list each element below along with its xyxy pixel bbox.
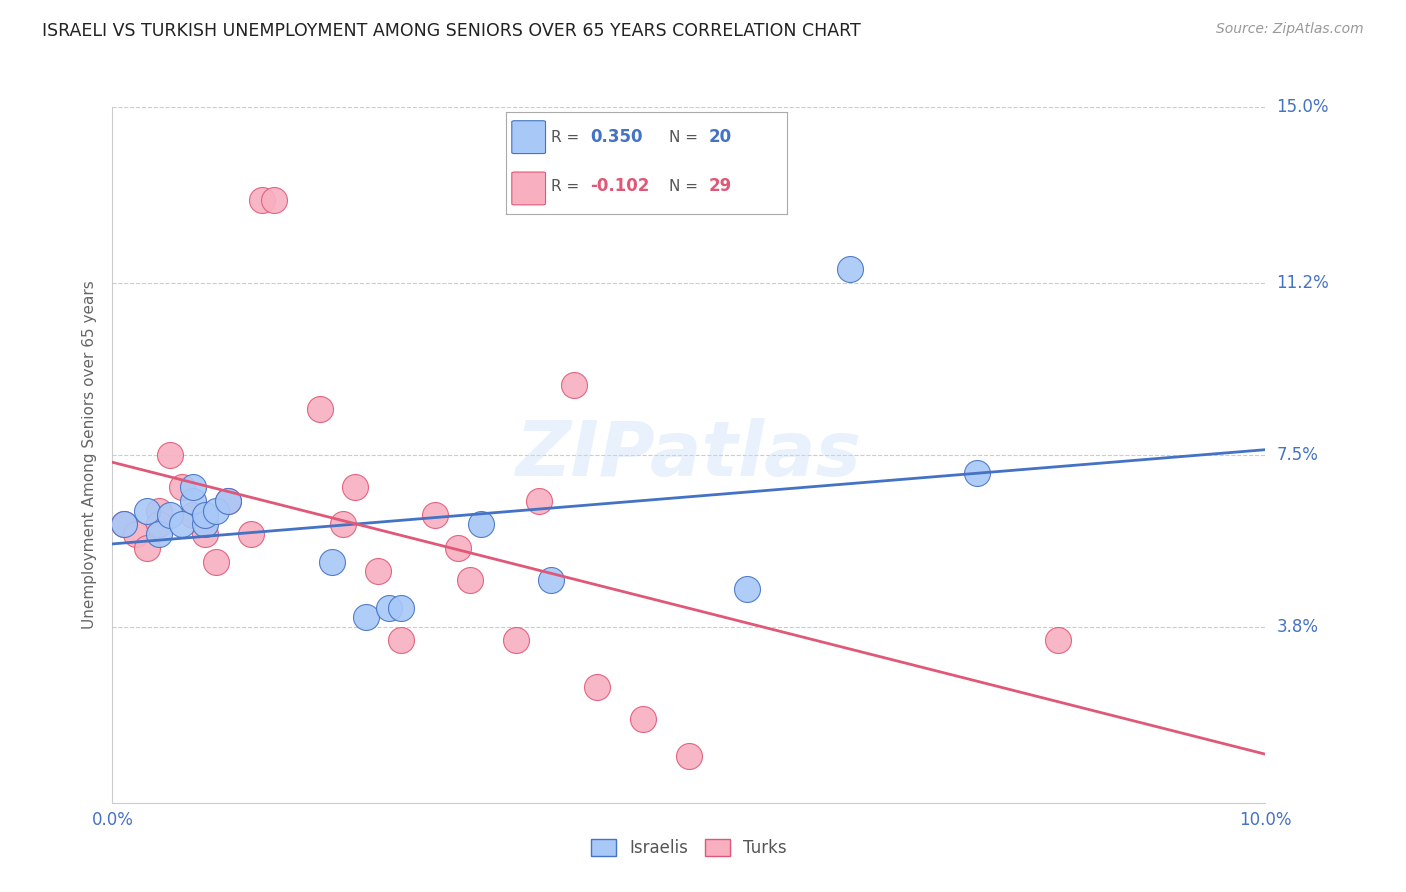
Point bbox=[378, 601, 401, 615]
Point bbox=[252, 193, 274, 207]
Point bbox=[205, 555, 228, 569]
Point bbox=[112, 517, 135, 532]
Point bbox=[217, 494, 239, 508]
Text: R =: R = bbox=[551, 129, 585, 145]
Point bbox=[159, 508, 181, 523]
Point bbox=[136, 541, 159, 555]
Point bbox=[839, 262, 862, 277]
Point bbox=[470, 517, 492, 532]
Text: 15.0%: 15.0% bbox=[1277, 98, 1329, 116]
Point bbox=[170, 480, 193, 494]
Point bbox=[263, 193, 285, 207]
Point bbox=[1046, 633, 1069, 648]
Point bbox=[562, 378, 585, 392]
Point bbox=[354, 610, 377, 624]
Y-axis label: Unemployment Among Seniors over 65 years: Unemployment Among Seniors over 65 years bbox=[82, 281, 97, 629]
Point bbox=[309, 401, 332, 416]
Point bbox=[239, 526, 262, 541]
Point bbox=[159, 448, 181, 462]
Point bbox=[332, 517, 354, 532]
Text: N =: N = bbox=[669, 129, 703, 145]
Text: 11.2%: 11.2% bbox=[1277, 275, 1329, 293]
Text: 7.5%: 7.5% bbox=[1277, 446, 1319, 464]
Point bbox=[181, 494, 204, 508]
Point bbox=[194, 508, 217, 523]
Point bbox=[321, 555, 343, 569]
Point bbox=[425, 508, 447, 523]
Point bbox=[447, 541, 470, 555]
Point bbox=[112, 517, 135, 532]
Point bbox=[181, 508, 204, 523]
Text: Source: ZipAtlas.com: Source: ZipAtlas.com bbox=[1216, 22, 1364, 37]
Point bbox=[735, 582, 758, 597]
FancyBboxPatch shape bbox=[512, 172, 546, 205]
Text: ISRAELI VS TURKISH UNEMPLOYMENT AMONG SENIORS OVER 65 YEARS CORRELATION CHART: ISRAELI VS TURKISH UNEMPLOYMENT AMONG SE… bbox=[42, 22, 860, 40]
Point bbox=[585, 680, 607, 694]
Point bbox=[389, 633, 412, 648]
Point bbox=[540, 573, 562, 587]
Point bbox=[124, 526, 146, 541]
Point bbox=[505, 633, 527, 648]
Text: ZIPatlas: ZIPatlas bbox=[516, 418, 862, 491]
Point bbox=[217, 494, 239, 508]
Point bbox=[148, 517, 170, 532]
Point bbox=[170, 517, 193, 532]
Text: 0.350: 0.350 bbox=[591, 128, 643, 146]
Text: 20: 20 bbox=[709, 128, 731, 146]
Text: 29: 29 bbox=[709, 178, 733, 195]
Legend: Israelis, Turks: Israelis, Turks bbox=[591, 838, 787, 857]
Text: 3.8%: 3.8% bbox=[1277, 617, 1319, 635]
Text: R =: R = bbox=[551, 179, 585, 194]
Point bbox=[458, 573, 481, 587]
Point bbox=[148, 503, 170, 517]
Point bbox=[966, 467, 988, 481]
Point bbox=[389, 601, 412, 615]
Point bbox=[631, 712, 654, 726]
Point bbox=[205, 503, 228, 517]
Point bbox=[678, 749, 700, 764]
Text: -0.102: -0.102 bbox=[591, 178, 650, 195]
Point bbox=[527, 494, 550, 508]
Point bbox=[148, 526, 170, 541]
FancyBboxPatch shape bbox=[512, 120, 546, 153]
Point bbox=[367, 564, 389, 578]
Point bbox=[194, 526, 217, 541]
Point bbox=[343, 480, 366, 494]
Text: N =: N = bbox=[669, 179, 703, 194]
Point bbox=[194, 517, 217, 532]
Point bbox=[136, 503, 159, 517]
Point bbox=[181, 480, 204, 494]
